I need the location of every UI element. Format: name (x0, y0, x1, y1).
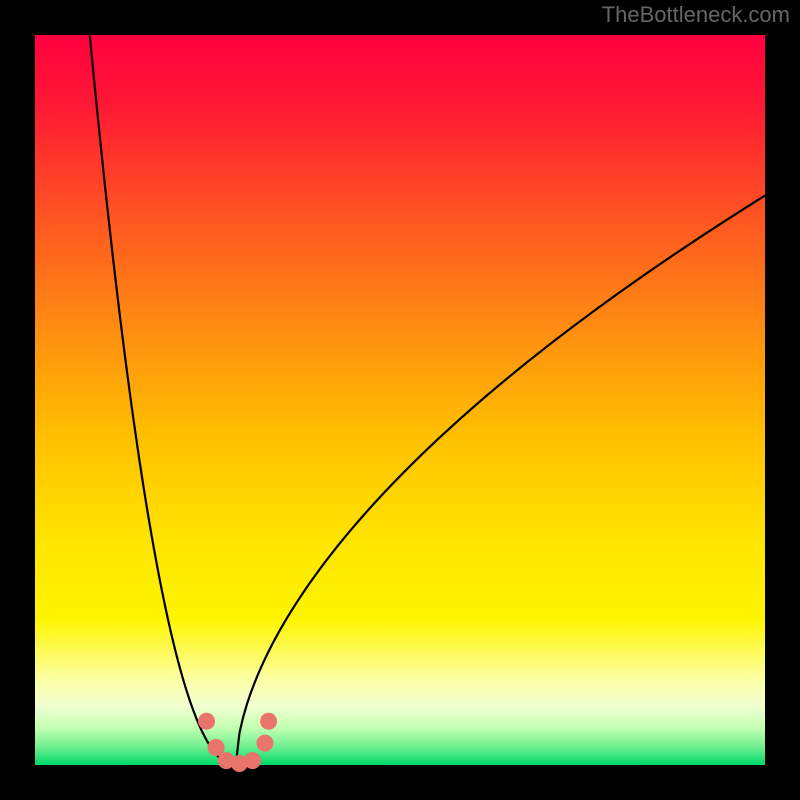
curve-marker (260, 713, 277, 730)
curve-marker (198, 713, 215, 730)
curve-marker (256, 735, 273, 752)
attribution-text: TheBottleneck.com (602, 2, 790, 28)
curve-marker (244, 752, 261, 769)
chart-stage: TheBottleneck.com (0, 0, 800, 800)
gradient-background (35, 35, 765, 765)
bottleneck-chart (0, 0, 800, 800)
